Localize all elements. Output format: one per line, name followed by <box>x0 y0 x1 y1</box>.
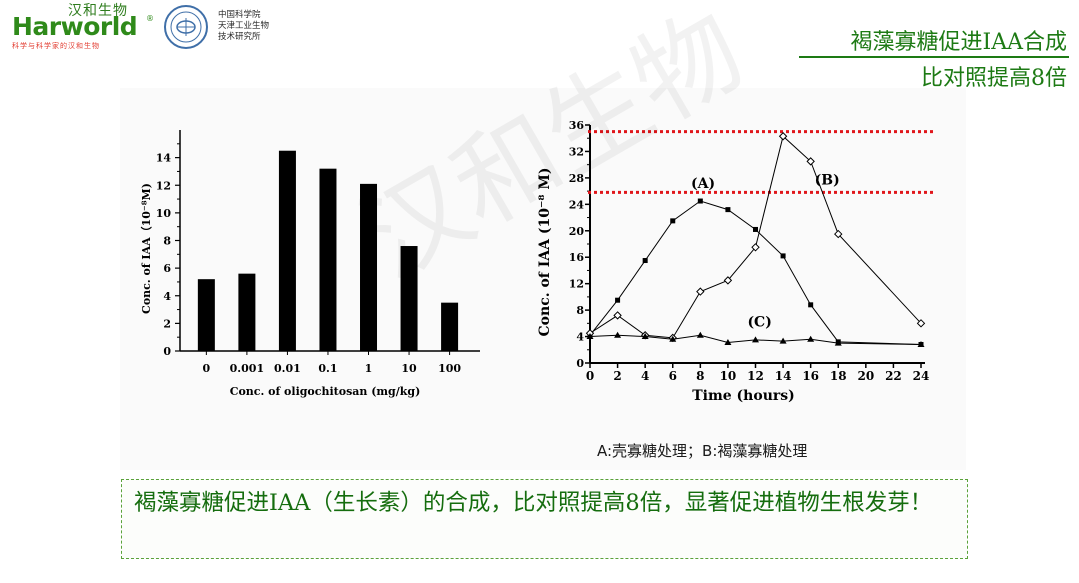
bar-x-tick-label: 10 <box>401 362 417 375</box>
line-x-tick-label: 14 <box>775 369 792 383</box>
institute-line-2: 天津工业生物 <box>218 21 270 31</box>
institute-name: 中国科学院 天津工业生物 技术研究所 <box>218 10 269 43</box>
line-y-tick-label: 32 <box>569 145 584 158</box>
series-label: (C) <box>747 315 771 331</box>
line-x-tick-label: 8 <box>696 369 704 383</box>
data-point-triangle <box>641 333 649 340</box>
logo-slogan: 科学与科学家的汉和生物 <box>12 42 100 50</box>
data-point-triangle <box>586 333 594 340</box>
line-x-axis-label: Time (hours) <box>692 388 795 404</box>
data-point-triangle <box>834 339 842 346</box>
bar-x-tick-label: 0 <box>203 362 211 375</box>
line-x-tick-label: 16 <box>802 369 819 383</box>
bar-x-tick-label: 0.01 <box>274 362 301 375</box>
data-point-square <box>753 226 758 232</box>
institute-seal-icon <box>164 5 208 49</box>
data-point-square <box>780 253 786 259</box>
bar-x-tick-label: 0.1 <box>318 362 337 375</box>
data-point-triangle <box>669 335 677 342</box>
line-x-tick-label: 18 <box>830 369 847 383</box>
data-point-diamond <box>751 243 760 252</box>
bar-y-tick-label: 0 <box>163 345 171 358</box>
data-point-diamond <box>723 276 733 285</box>
logo-english-text: Harworld <box>12 12 138 41</box>
line-x-tick-label: 12 <box>747 369 764 383</box>
slide-title: 褐藻寡糖促进IAA合成 <box>850 30 1067 55</box>
harworld-logo: 汉和生物 Harworld ® 科学与科学家的汉和生物 <box>8 0 156 50</box>
line-y-tick-label: 36 <box>569 119 585 132</box>
data-point-triangle <box>917 340 925 347</box>
bar-x-tick-label: 1 <box>365 362 373 375</box>
bar <box>197 279 215 351</box>
data-point-square <box>670 218 676 224</box>
institute-line-3: 技术研究所 <box>218 32 261 42</box>
data-point-diamond <box>696 287 705 296</box>
line-x-tick-label: 6 <box>669 369 677 383</box>
bar <box>278 150 296 351</box>
figure-panel <box>120 88 966 470</box>
bar-y-tick-label: 6 <box>163 262 171 275</box>
conclusion-text: 褐藻寡糖促进IAA（生长素）的合成，比对照提高8倍，显著促进植物生根发芽！ <box>134 490 933 516</box>
registered-mark: ® <box>146 14 154 23</box>
data-point-triangle <box>614 331 622 338</box>
line-x-tick-label: 4 <box>641 369 649 383</box>
bar <box>360 183 378 351</box>
line-y-tick-label: 16 <box>569 251 585 264</box>
logo-chinese-text: 汉和生物 <box>68 3 128 19</box>
figure-caption: A:壳寡糖处理；B:褐藻寡糖处理 <box>597 442 808 460</box>
line-y-tick-label: 8 <box>576 304 584 317</box>
institute-line-1: 中国科学院 <box>218 10 261 20</box>
series-label: (A) <box>691 176 715 192</box>
line-x-tick-label: 10 <box>720 369 737 383</box>
bar-y-tick-label: 4 <box>163 290 171 303</box>
bar-y-tick-label: 8 <box>163 235 171 248</box>
data-point-square <box>615 297 621 303</box>
data-point-triangle <box>807 335 815 342</box>
bar <box>319 168 337 351</box>
line-y-tick-label: 20 <box>569 225 585 238</box>
bar-y-axis-label: Conc. of IAA（10⁻⁸M) <box>140 183 153 314</box>
data-point-diamond <box>916 319 926 328</box>
data-point-triangle <box>752 336 759 343</box>
series-label: (B) <box>815 173 840 189</box>
bar-y-tick-label: 2 <box>163 317 171 330</box>
data-point-diamond <box>806 157 815 166</box>
line-x-tick-label: 22 <box>885 369 902 383</box>
slide-subtitle: 比对照提高8倍 <box>921 66 1067 91</box>
bar-y-tick-label: 12 <box>156 179 171 192</box>
data-point-square <box>642 258 648 264</box>
data-point-square <box>697 198 703 204</box>
line-x-tick-label: 2 <box>613 369 621 383</box>
line-x-tick-label: 20 <box>857 369 874 383</box>
data-point-triangle <box>779 337 787 344</box>
line-y-tick-label: 4 <box>576 331 584 344</box>
line-y-axis-label: Conc. of IAA (10⁻⁸ M) <box>537 168 553 337</box>
line-y-tick-label: 12 <box>569 278 584 291</box>
line-y-tick-label: 24 <box>569 198 585 211</box>
data-point-diamond <box>834 229 843 239</box>
data-point-triangle <box>696 331 704 338</box>
bar <box>238 273 256 351</box>
bar-x-tick-label: 0.001 <box>230 362 264 375</box>
line-y-tick-label: 0 <box>576 357 584 370</box>
bar <box>400 246 418 351</box>
bar-x-axis-label: Conc. of oligochitosan (mg/kg) <box>230 385 421 398</box>
line-x-tick-label: 24 <box>913 369 930 383</box>
bar <box>441 302 459 351</box>
title-underline <box>799 56 1069 58</box>
conclusion-callout: 褐藻寡糖促进IAA（生长素）的合成，比对照提高8倍，显著促进植物生根发芽！ <box>121 479 968 559</box>
bar-y-tick-label: 10 <box>156 207 172 220</box>
line-y-tick-label: 28 <box>569 172 585 185</box>
data-point-diamond <box>778 132 788 141</box>
data-point-square <box>808 302 814 308</box>
bar-y-tick-label: 14 <box>156 152 172 165</box>
line-x-tick-label: 0 <box>586 369 594 383</box>
data-point-square <box>725 207 731 213</box>
data-point-diamond <box>613 311 622 320</box>
bar-x-tick-label: 100 <box>438 362 461 375</box>
data-point-triangle <box>724 339 732 346</box>
